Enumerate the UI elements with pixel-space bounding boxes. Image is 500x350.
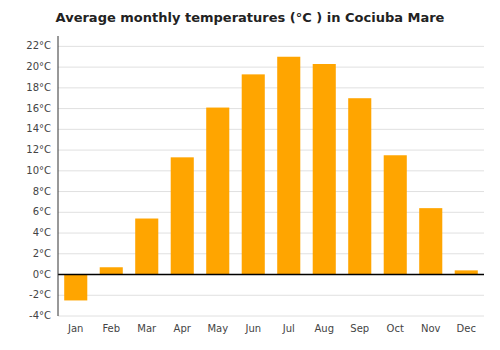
x-tick-label: Oct: [387, 323, 404, 334]
chart-container: -4°C -2°C 0°C 2°C 4°C 6°C 8°C 10°C 12°C 14°C 16°C 1…: [0, 0, 500, 350]
grid-line: [58, 316, 484, 317]
bar: [384, 155, 407, 274]
y-tick-label: 16°C: [26, 103, 51, 114]
x-tick-label: Apr: [174, 323, 192, 334]
grid-line: [58, 129, 484, 130]
x-tick-label: Jun: [244, 323, 261, 334]
y-tick-label: 20°C: [26, 61, 51, 72]
x-tick-label: Nov: [421, 323, 441, 334]
y-tick-label: 12°C: [26, 144, 51, 155]
bar: [242, 74, 265, 274]
y-tick-label: 6°C: [33, 206, 51, 217]
y-tick-label: -4°C: [29, 310, 51, 321]
y-tick-label: 8°C: [33, 186, 51, 197]
bar: [135, 219, 158, 275]
bar: [313, 64, 336, 275]
bar: [206, 108, 229, 275]
bar: [277, 57, 300, 275]
grid-line: [58, 191, 484, 192]
x-tick-label: Feb: [102, 323, 120, 334]
grid: [58, 46, 484, 316]
y-tick-label: 18°C: [26, 82, 51, 93]
y-tick-label: 2°C: [33, 248, 51, 259]
y-tick-label: 0°C: [33, 269, 51, 280]
x-tick-label: Dec: [457, 323, 476, 334]
bar: [348, 98, 371, 274]
grid-line: [58, 170, 484, 171]
grid-line: [58, 46, 484, 47]
x-tick-label: May: [207, 323, 228, 334]
grid-line: [58, 108, 484, 109]
bar: [419, 208, 442, 274]
y-axis-line: [58, 36, 59, 316]
grid-line: [58, 150, 484, 151]
chart-svg: -4°C -2°C 0°C 2°C 4°C 6°C 8°C 10°C 12°C 14°C 16°C 1…: [0, 0, 500, 350]
x-axis-ticks: Jan Feb Mar Apr May Jun Jul Aug Sep Oct Nov Dec: [67, 323, 476, 334]
bar: [100, 267, 123, 274]
x-tick-label: Jul: [282, 323, 295, 334]
bars: [64, 57, 478, 301]
y-tick-label: 14°C: [26, 123, 51, 134]
grid-line: [58, 274, 484, 275]
x-tick-label: Mar: [137, 323, 157, 334]
x-tick-label: Sep: [350, 323, 369, 334]
grid-line: [58, 67, 484, 68]
grid-line: [58, 295, 484, 296]
y-tick-label: 22°C: [26, 40, 51, 51]
x-tick-label: Aug: [314, 323, 334, 334]
bar: [64, 275, 87, 301]
y-axis-ticks: -4°C -2°C 0°C 2°C 4°C 6°C 8°C 10°C 12°C 14°C 16°C 1…: [26, 40, 51, 321]
grid-line: [58, 87, 484, 88]
zero-line: [58, 274, 484, 276]
chart-title: Average monthly temperatures (°C ) in Co…: [56, 10, 445, 25]
y-tick-label: 10°C: [26, 165, 51, 176]
y-tick-label: -2°C: [29, 289, 51, 300]
bar: [171, 157, 194, 274]
x-tick-label: Jan: [67, 323, 83, 334]
y-tick-label: 4°C: [33, 227, 51, 238]
